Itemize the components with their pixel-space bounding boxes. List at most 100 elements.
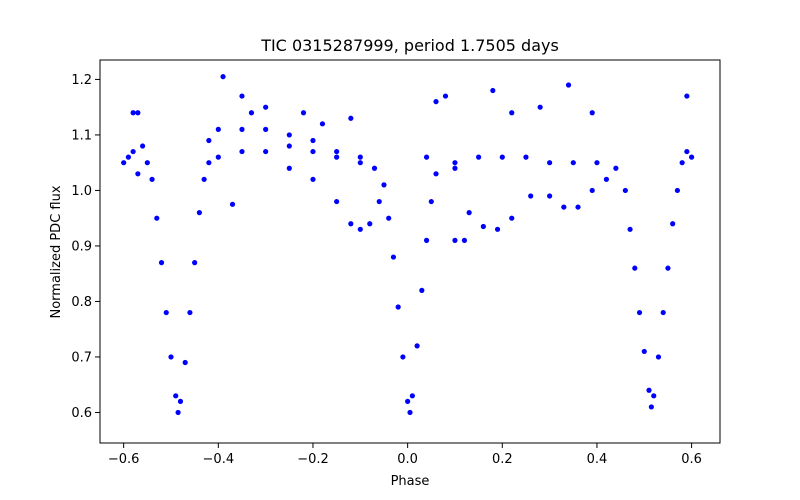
data-point [139, 143, 146, 149]
data-point [381, 182, 387, 188]
data-point [613, 165, 619, 171]
data-point [149, 176, 155, 182]
y-tick-label: 1.0 [71, 184, 92, 199]
x-tick-label: 0.2 [492, 452, 513, 467]
data-point [173, 393, 179, 399]
data-point [357, 160, 363, 166]
data-point [689, 154, 695, 160]
data-point [648, 404, 654, 410]
data-point [263, 104, 269, 110]
data-point [334, 154, 340, 160]
data-point [367, 221, 373, 227]
data-point [684, 148, 690, 155]
data-point [594, 160, 600, 166]
data-point [154, 215, 160, 221]
y-tick-label: 1.2 [71, 73, 92, 88]
data-point [523, 154, 529, 160]
data-point [310, 176, 316, 182]
data-point [395, 304, 401, 310]
data-point [390, 254, 397, 260]
y-tick-label: 0.6 [71, 406, 92, 421]
data-point [655, 354, 662, 360]
data-point [466, 210, 472, 216]
data-point [334, 148, 340, 155]
data-point [405, 398, 411, 404]
data-point [452, 237, 458, 243]
data-point [300, 110, 307, 116]
data-point [480, 223, 486, 230]
data-point [168, 354, 174, 360]
data-point [494, 226, 501, 232]
y-axis-label: Normalized PDC flux [49, 185, 64, 318]
data-point [144, 160, 150, 166]
data-point [229, 201, 236, 207]
data-point [286, 165, 292, 171]
data-point [196, 210, 202, 216]
y-tick-label: 0.7 [71, 350, 92, 365]
data-points [121, 74, 695, 416]
data-point [206, 137, 212, 144]
data-point [182, 359, 188, 366]
data-point [575, 204, 581, 210]
data-point [679, 160, 685, 166]
data-point [433, 171, 439, 177]
data-point [263, 148, 269, 155]
data-point [547, 160, 553, 166]
data-point [589, 110, 595, 116]
data-point [187, 309, 193, 316]
data-point [357, 154, 363, 160]
data-point [670, 221, 676, 227]
data-point [220, 74, 226, 80]
data-point [674, 187, 681, 194]
x-tick-label: 0.4 [587, 452, 608, 467]
data-point [414, 343, 420, 349]
data-point [348, 221, 354, 227]
data-point [490, 87, 496, 94]
data-point [622, 187, 628, 194]
data-point [177, 398, 184, 404]
y-tick-label: 0.8 [71, 295, 92, 310]
chart-title: TIC 0315287999, period 1.7505 days [260, 36, 559, 55]
data-point [509, 215, 515, 221]
data-point [206, 160, 212, 166]
data-point [239, 93, 245, 99]
y-axis-ticks: 0.6 0.7 0.8 0.9 1.0 1.1 1.2 [71, 73, 100, 421]
data-point [121, 160, 127, 166]
x-axis-label: Phase [391, 474, 430, 489]
data-point [125, 154, 131, 160]
data-point [348, 115, 354, 121]
data-point [461, 237, 468, 243]
data-point [442, 93, 449, 99]
data-point [641, 348, 647, 355]
data-point [419, 287, 425, 293]
x-tick-label: −0.2 [297, 452, 329, 467]
data-point [684, 93, 690, 99]
data-point [660, 309, 666, 316]
data-point [636, 309, 643, 316]
data-point [400, 354, 406, 360]
data-point [239, 148, 245, 155]
data-point [589, 187, 595, 194]
data-point [561, 204, 567, 210]
data-point [428, 198, 434, 205]
data-point [130, 110, 136, 116]
data-point [632, 265, 638, 271]
data-point [565, 82, 572, 88]
plot-frame [99, 59, 721, 444]
data-point [319, 121, 326, 127]
x-tick-label: 0.0 [397, 452, 418, 467]
data-point [215, 126, 221, 132]
data-point [130, 148, 136, 155]
data-point [175, 409, 181, 416]
data-point [499, 154, 505, 160]
data-point [239, 126, 245, 132]
data-point [665, 265, 671, 271]
data-point [627, 226, 633, 232]
data-point [509, 110, 515, 116]
data-point [310, 137, 316, 144]
x-tick-label: 0.6 [681, 452, 702, 467]
y-tick-label: 0.9 [71, 239, 92, 254]
data-point [423, 237, 430, 243]
